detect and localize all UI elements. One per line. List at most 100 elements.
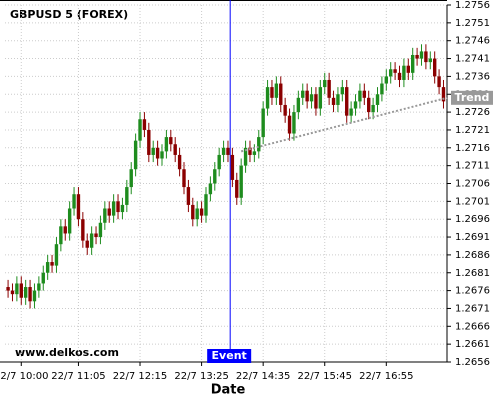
candle-body [204,194,208,216]
candle-body [85,240,89,248]
candle-body [283,104,287,116]
x-tick-label: 22/7 11:05 [51,371,105,382]
candle-body [217,154,221,170]
candle-body [279,83,283,105]
candle-body [340,87,345,95]
candle-body [160,151,164,159]
candle-body [419,51,424,59]
candle-body [402,65,406,80]
x-tick-label: 22/7 15:45 [298,371,352,382]
candle-body [191,204,195,220]
candle-body [432,58,437,77]
candle-body [94,233,98,238]
candle-body [111,201,116,216]
candle-body [155,147,160,159]
candle-body [230,154,235,180]
x-tick-label: 22/7 14:35 [236,371,290,382]
candle-body [345,87,349,116]
candle-body [296,97,301,113]
candle-body [116,201,120,213]
candle-body [169,137,173,145]
candle-body [195,208,199,220]
candle-body [89,233,94,248]
x-tick-label: 22/7 13:25 [174,371,228,382]
candle-body [81,219,85,241]
candle-body [15,283,19,295]
trend-label-box [451,90,493,105]
candle-body [235,179,239,198]
y-tick-label: 1.2676 [455,286,490,297]
candle-body [323,79,327,88]
candle-body [252,151,257,155]
y-tick-label: 1.2716 [455,143,490,154]
y-tick-label: 1.2746 [455,36,490,47]
candle-body [10,290,15,295]
candle-body [362,90,367,98]
candle-body [393,69,397,73]
candle-body [147,129,151,155]
candle-body [151,147,155,155]
event-label: Event [212,349,247,362]
candle-body [54,244,59,266]
candle-body [98,222,103,238]
candle-body [199,208,204,216]
x-tick-label: 22/7 16:55 [359,371,413,382]
candle-body [349,108,353,116]
candle-body [59,226,63,245]
y-tick-label: 1.2751 [455,18,490,29]
trend-line [240,96,448,153]
trend-label: Trend [455,91,490,104]
candle-body [331,97,336,105]
candle-body [327,79,331,98]
candle-body [133,140,138,170]
candle-body [103,208,107,223]
x-tick-label: 22/7 12:15 [113,371,167,382]
y-tick-label: 1.2756 [455,0,490,11]
event-label-box [207,349,252,363]
candle-body [138,119,142,141]
candle-body [406,65,410,73]
candle-body [371,104,375,113]
candle-body [309,94,314,102]
candle-body [243,147,248,166]
y-tick-label: 1.2686 [455,250,490,261]
candle-body [28,287,32,302]
candle-body [45,262,50,273]
candle-body [107,208,111,216]
y-tick-label: 1.2696 [455,214,490,225]
watermark: www.delkos.com [15,346,119,359]
y-tick-label: 1.2721 [455,125,490,136]
candle-body [265,87,270,109]
candle-body [63,226,67,234]
candle-body [76,194,81,220]
candle-body [120,204,125,213]
candle-body [257,137,261,152]
candle-body [226,147,230,155]
candle-body [358,90,362,102]
y-tick-label: 1.2711 [455,161,490,172]
y-tick-label: 1.2726 [455,107,490,118]
y-tick-label: 1.2736 [455,71,490,82]
candle-body [424,51,428,63]
y-tick-label: 1.2691 [455,232,490,243]
candle-body [287,115,292,134]
candle-body [173,144,177,155]
candle-body [292,112,296,134]
y-tick-label: 1.2666 [455,321,490,332]
candle-body [239,165,243,198]
candle-body [397,72,402,80]
candle-body [270,87,274,98]
candle-body [142,119,147,130]
candle-body [6,287,10,291]
candle-body [301,90,305,98]
candle-body [318,87,323,109]
candle-body [261,108,265,138]
candle-body [274,83,279,98]
candle-body [208,183,213,195]
candle-body [380,83,384,95]
candle-body [32,290,37,302]
candle-body [305,90,309,102]
candle-body [67,208,72,234]
